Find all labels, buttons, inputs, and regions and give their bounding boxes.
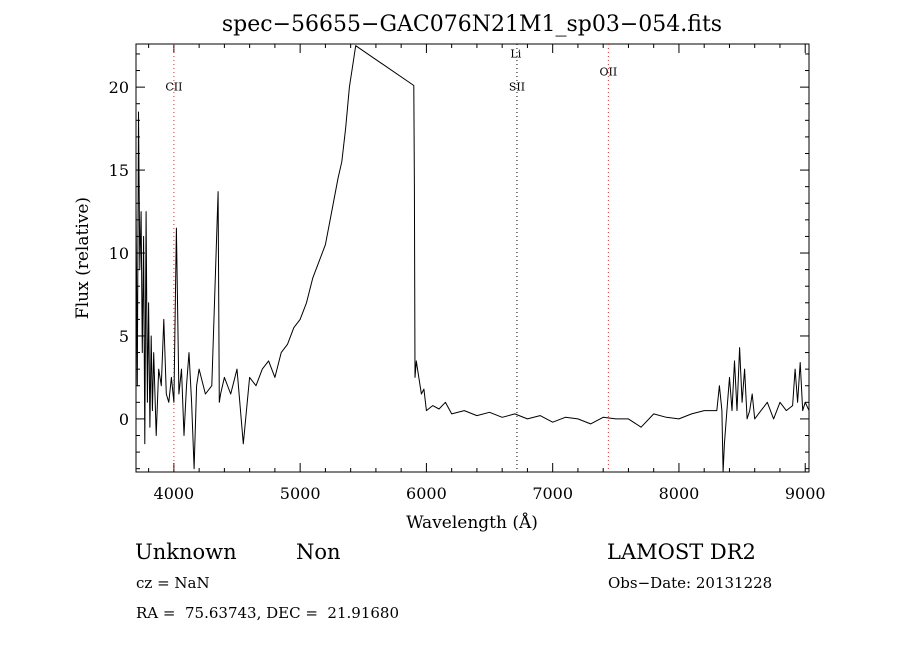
axis-ticks: 4000 5000 6000 7000 8000 9000 0 5 10 15 20 bbox=[109, 44, 826, 503]
x-tick-label: 7000 bbox=[532, 484, 573, 503]
y-tick-label: 10 bbox=[109, 244, 129, 263]
survey-name: LAMOST DR2 bbox=[607, 540, 756, 564]
spectrum-line bbox=[135, 45, 810, 473]
spectrum-chart: spec−56655−GAC076N21M1_sp03−054.fits 400… bbox=[73, 12, 826, 533]
x-tick-label: 5000 bbox=[280, 484, 321, 503]
reference-line-label: CII bbox=[165, 80, 182, 93]
redshift-readout: cz = NaN bbox=[136, 574, 210, 592]
reference-line-label: Li bbox=[510, 47, 521, 60]
x-tick-label: 6000 bbox=[406, 484, 447, 503]
reference-line-label: SII bbox=[509, 80, 525, 93]
y-tick-label: 0 bbox=[119, 410, 129, 429]
reference-lines: CII Li SII OII bbox=[165, 44, 617, 472]
x-tick-label: 8000 bbox=[659, 484, 700, 503]
x-tick-label: 9000 bbox=[785, 484, 826, 503]
chart-title: spec−56655−GAC076N21M1_sp03−054.fits bbox=[222, 12, 722, 37]
y-tick-label: 20 bbox=[109, 78, 129, 97]
plot-frame bbox=[135, 43, 810, 473]
y-tick-label: 5 bbox=[119, 327, 129, 346]
object-subclass: Non bbox=[296, 540, 341, 564]
object-class: Unknown bbox=[135, 540, 237, 564]
obs-date: Obs−Date: 20131228 bbox=[608, 574, 773, 592]
reference-line-label: OII bbox=[600, 66, 618, 79]
x-tick-label: 4000 bbox=[154, 484, 195, 503]
x-axis-label: Wavelength (Å) bbox=[406, 512, 538, 533]
coordinates: RA = 75.63743, DEC = 21.91680 bbox=[136, 604, 400, 622]
y-tick-label: 15 bbox=[109, 161, 129, 180]
y-axis-label: Flux (relative) bbox=[73, 197, 93, 319]
